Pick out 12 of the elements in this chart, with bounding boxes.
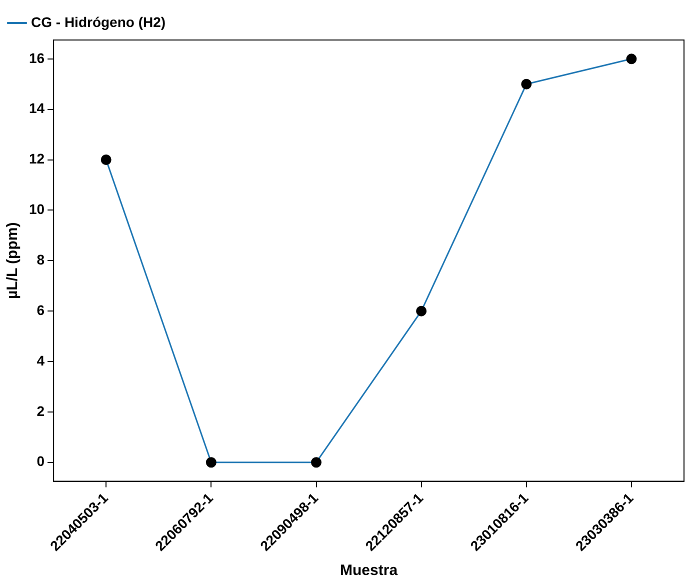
y-tick-label: 0 bbox=[36, 453, 45, 470]
y-tick-label: 4 bbox=[36, 352, 45, 368]
y-tick-label: 2 bbox=[36, 402, 45, 419]
y-axis-title: µL/L (ppm) bbox=[4, 222, 22, 299]
y-tick-label: 8 bbox=[36, 251, 45, 268]
y-tick-label: 14 bbox=[28, 100, 45, 116]
y-tick-label: 10 bbox=[28, 201, 45, 218]
y-tick-label: 12 bbox=[28, 150, 45, 167]
y-tick-label: 16 bbox=[28, 50, 45, 66]
x-axis-title: Muestra bbox=[340, 562, 398, 580]
y-tick-label: 6 bbox=[36, 302, 45, 318]
legend-label: CG - Hidrógeno (H2) bbox=[31, 14, 166, 30]
